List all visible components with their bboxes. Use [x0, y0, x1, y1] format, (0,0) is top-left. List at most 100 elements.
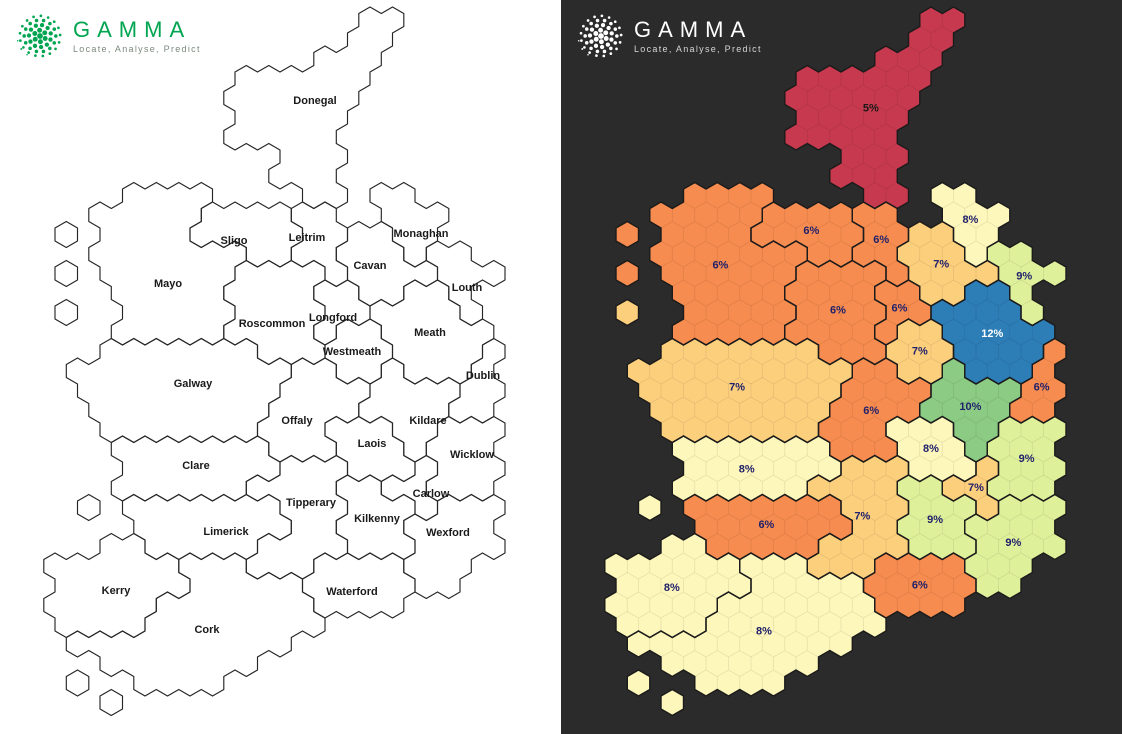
logo-dot [37, 27, 43, 33]
logo-dot [618, 26, 621, 30]
value-label-kilkenny: 9% [927, 514, 943, 526]
logo-dot [595, 49, 600, 54]
county-outlines [604, 6, 1067, 717]
logo-dot [615, 47, 618, 51]
value-label-sligo: 6% [803, 225, 819, 237]
value-label-dublin: 6% [1034, 381, 1050, 393]
logo-dot [42, 36, 48, 41]
logo-dot [598, 39, 604, 45]
county-label-wicklow: Wicklow [450, 449, 494, 461]
logo-dot [598, 27, 604, 33]
county-outline-cork [626, 552, 887, 717]
county-label-louth: Louth [452, 282, 483, 294]
logo-dot [52, 27, 57, 31]
logo-dot [26, 53, 28, 56]
logo-dot [583, 34, 587, 38]
logo-dot [26, 33, 32, 38]
county-label-donegal: Donegal [293, 95, 336, 107]
county-label-dublin: Dublin [466, 370, 500, 382]
logo-dot [589, 39, 594, 44]
logo-dot [33, 23, 39, 28]
county-label-tipperary: Tipperary [286, 497, 337, 509]
logo-dot [28, 27, 34, 32]
logo-dot [23, 27, 28, 31]
county-outline-donegal [223, 6, 405, 210]
logo-dot [605, 42, 611, 47]
county-label-kildare: Kildare [409, 415, 446, 427]
logo-dot [46, 16, 50, 19]
logo-dot [41, 18, 46, 23]
logo-dot [582, 24, 585, 28]
value-label-limerick: 6% [758, 519, 774, 531]
county-label-laois: Laois [358, 438, 387, 450]
logo-dot [22, 46, 25, 49]
logo-dot [609, 46, 613, 51]
value-label-cavan: 7% [933, 259, 949, 271]
logo-dot [32, 36, 38, 42]
logo-dot [580, 39, 583, 42]
logo-dot [602, 49, 607, 54]
county-outline-monaghan [369, 181, 450, 268]
value-label-laois: 8% [923, 443, 939, 455]
logo-dot [595, 54, 598, 57]
county-label-meath: Meath [414, 327, 446, 339]
logo-dot [581, 48, 584, 50]
logo-dot [602, 18, 607, 23]
logo-dot [32, 43, 38, 48]
logo-dot [583, 46, 586, 49]
logo-dot [41, 54, 45, 58]
value-label-mayo: 6% [712, 259, 728, 271]
logo-dot [48, 46, 52, 51]
county-label-galway: Galway [174, 378, 213, 390]
logo-dot [615, 34, 619, 38]
logo-dot [598, 33, 604, 39]
logo-dot [37, 39, 43, 45]
logo-dot [58, 33, 62, 37]
left-panel: GAMMA Locate, Analyse, Predict Donegal Sl… [16, 6, 506, 717]
county-label-kerry: Kerry [102, 585, 132, 597]
logo-dot [600, 14, 604, 18]
logo-dot [589, 21, 593, 26]
logo-dot [602, 54, 606, 58]
logo-dot [609, 31, 614, 36]
county-label-carlow: Carlow [413, 488, 450, 500]
logo-dot [579, 31, 583, 35]
value-label-tipperary: 7% [854, 511, 870, 523]
value-label-cork: 8% [756, 626, 772, 638]
county-label-westmeath: Westmeath [323, 346, 382, 358]
logo-dot [589, 46, 593, 51]
logo-dot [613, 41, 618, 45]
logo-dot [607, 16, 611, 19]
logo-dot [23, 41, 28, 45]
logo-dot [577, 40, 580, 42]
county-label-leitrim: Leitrim [289, 232, 326, 244]
logo-dot [42, 30, 48, 36]
logo-dot [48, 52, 52, 55]
brand-wordmark: GAMMA [73, 16, 192, 42]
logo-dot [19, 39, 22, 42]
county-outline-mayo [54, 181, 247, 346]
logo-dot [57, 41, 61, 44]
gamma-logo-left: GAMMA Locate, Analyse, Predict [16, 12, 201, 60]
logo-dot [586, 19, 590, 22]
logo-dot [584, 27, 589, 31]
logo-dot [34, 54, 37, 57]
value-label-wicklow: 9% [1019, 453, 1035, 465]
county-label-offaly: Offaly [281, 415, 313, 427]
logo-dot [48, 37, 53, 42]
logo-dot [609, 21, 613, 26]
gamma-dotted-sphere-icon [577, 14, 623, 58]
gamma-logo-right: GAMMA Locate, Analyse, Predict [577, 12, 762, 60]
logo-dot [38, 44, 44, 50]
logo-dot [584, 41, 589, 45]
logo-dot [57, 26, 60, 30]
county-outline-cork [65, 552, 326, 717]
value-label-roscommon: 6% [830, 304, 846, 316]
logo-dot [603, 30, 609, 36]
county-outline-tipperary [245, 454, 349, 580]
county-outline-wexford [403, 493, 506, 600]
logo-dot [618, 41, 622, 44]
value-label-kerry: 8% [664, 582, 680, 594]
logo-dot [609, 37, 614, 42]
logo-dot [600, 22, 606, 28]
